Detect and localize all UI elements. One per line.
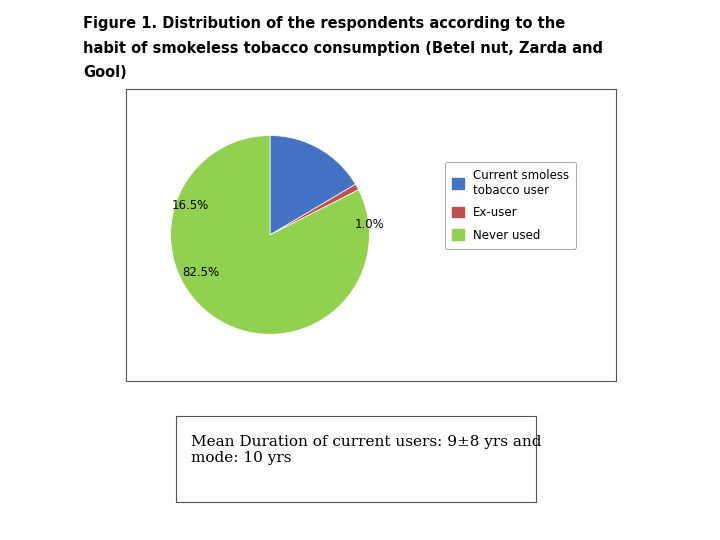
- Text: Gool): Gool): [83, 65, 127, 80]
- Text: 82.5%: 82.5%: [182, 266, 219, 279]
- Text: habit of smokeless tobacco consumption (Betel nut, Zarda and: habit of smokeless tobacco consumption (…: [83, 40, 603, 56]
- Wedge shape: [171, 136, 369, 334]
- Text: 1.0%: 1.0%: [354, 219, 384, 232]
- Text: Figure 1. Distribution of the respondents according to the: Figure 1. Distribution of the respondent…: [83, 16, 565, 31]
- Wedge shape: [270, 184, 359, 235]
- Text: Mean Duration of current users: 9±8 yrs and
mode: 10 yrs: Mean Duration of current users: 9±8 yrs …: [191, 435, 541, 465]
- Legend: Current smoless
tobacco user, Ex-user, Never used: Current smoless tobacco user, Ex-user, N…: [445, 161, 576, 248]
- Text: 16.5%: 16.5%: [172, 199, 209, 212]
- Wedge shape: [270, 136, 356, 235]
